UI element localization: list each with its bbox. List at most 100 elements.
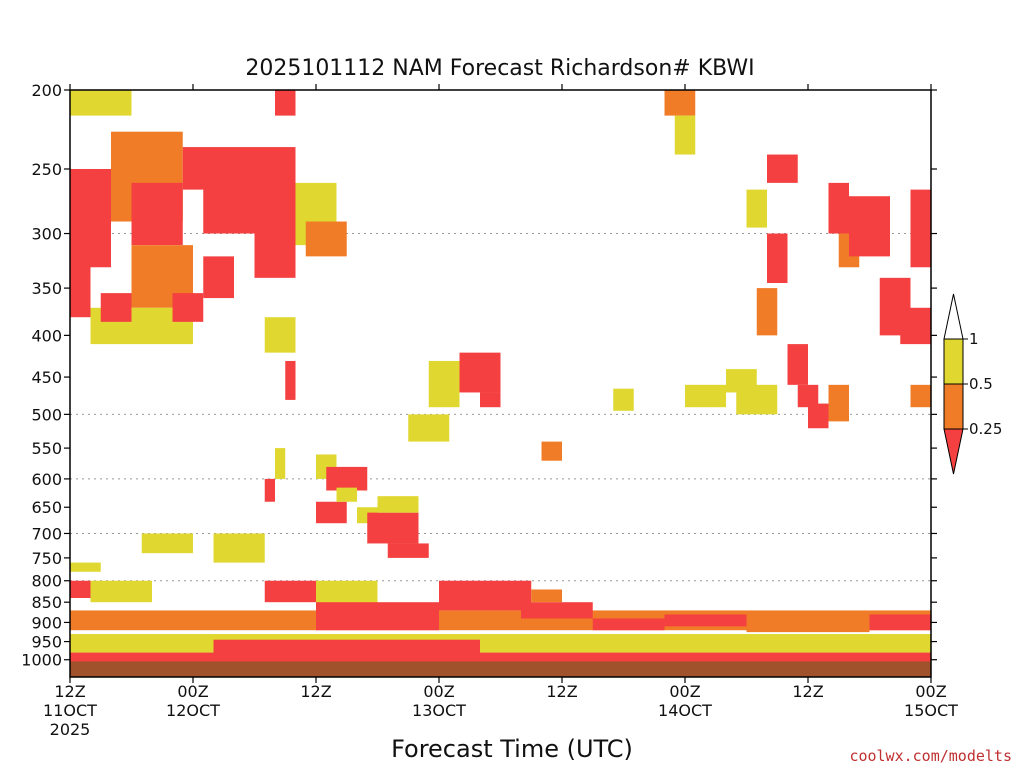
x-tick-label-60-line2: 14OCT — [658, 701, 712, 720]
ri-cell-60 — [316, 580, 378, 607]
ri-cell-31 — [480, 392, 501, 408]
ri-cell-19 — [275, 448, 286, 479]
x-tick-label-0-line3: 2025 — [50, 720, 91, 739]
ri-cell-23 — [336, 487, 357, 502]
ri-cell-33 — [613, 388, 634, 411]
ri-cell-11 — [203, 256, 234, 299]
ri-cell-36 — [685, 384, 726, 408]
ri-cell-65 — [521, 602, 593, 619]
y-tick-label-600: 600 — [31, 470, 62, 489]
ri-cell-13 — [275, 90, 296, 116]
ri-cell-38 — [736, 384, 778, 415]
colorbar-bin-below-0.25 — [943, 428, 964, 475]
ri-cell-68 — [664, 614, 747, 627]
y-tick-label-200: 200 — [31, 81, 62, 100]
y-tick-label-650: 650 — [31, 498, 62, 517]
ri-cell-18 — [264, 478, 275, 502]
plot-frame — [69, 89, 932, 678]
colorbar-bin-0.5-1 — [943, 338, 964, 385]
y-tick-label-300: 300 — [31, 225, 62, 244]
ri-cell-32 — [541, 441, 562, 461]
colorbar-label-0.25: 0.25 — [969, 420, 1002, 438]
ri-cell-58 — [213, 533, 265, 563]
x-axis-title: Forecast Time (UTC) — [391, 735, 633, 763]
x-tick-label-0-line1: 12Z — [54, 682, 85, 701]
x-tick-label-0-line2: 11OCT — [43, 701, 97, 720]
y-tick-label-900: 900 — [31, 613, 62, 632]
ri-cell-72 — [213, 639, 480, 660]
y-tick-label-550: 550 — [31, 439, 62, 458]
ri-cell-28 — [408, 414, 450, 442]
ri-cell-27 — [377, 496, 419, 513]
x-tick-label-36-line2: 13OCT — [412, 701, 466, 720]
x-tick-label-60-line1: 00Z — [669, 682, 700, 701]
x-tick-label-12-line1: 00Z — [177, 682, 208, 701]
ground-below-surface — [70, 661, 931, 677]
y-tick-label-250: 250 — [31, 160, 62, 179]
y-tick-label-450: 450 — [31, 368, 62, 387]
ri-cell-45 — [808, 403, 829, 429]
ri-cell-8 — [172, 293, 204, 322]
ri-cell-66 — [531, 589, 562, 603]
y-axis: 200 250 300 350 400 450 500 550 600 650 700 750 800 8… — [21, 81, 937, 670]
chart-title: 2025101112 NAM Forecast Richardson# KBWI — [245, 56, 754, 81]
y-tick-label-850: 850 — [31, 593, 62, 612]
y-tick-label-1000: 1000 — [21, 651, 62, 670]
ri-cell-70 — [869, 614, 931, 631]
ri-cell-16 — [264, 317, 296, 353]
colorbar-label-0.5: 0.5 — [969, 375, 993, 393]
ri-cells — [70, 90, 931, 667]
ri-cell-25 — [367, 512, 419, 544]
x-tick-label-24-line1: 12Z — [300, 682, 331, 701]
ri-cell-59 — [264, 580, 316, 603]
ri-cell-39 — [746, 189, 767, 228]
ri-cell-29 — [428, 360, 460, 408]
colorbar-label-1: 1 — [969, 330, 979, 348]
ri-cell-55 — [70, 580, 91, 599]
ground-layer — [70, 661, 931, 677]
y-tick-label-700: 700 — [31, 524, 62, 543]
y-tick-label-950: 950 — [31, 633, 62, 652]
ri-cell-46 — [828, 182, 849, 234]
ri-cell-30 — [459, 352, 501, 393]
ri-cell-22 — [316, 501, 347, 524]
ri-cell-40 — [756, 288, 778, 336]
ri-cell-52 — [900, 307, 931, 345]
ri-cell-63 — [316, 602, 439, 631]
ri-cell-4 — [131, 182, 183, 246]
ri-cell-15 — [305, 221, 347, 257]
ri-cell-35 — [674, 115, 696, 155]
ri-cell-48 — [828, 384, 849, 422]
ri-cell-61 — [70, 634, 931, 653]
ri-cell-21 — [326, 466, 368, 491]
y-tick-label-500: 500 — [31, 405, 62, 424]
ri-cell-41 — [767, 154, 798, 183]
y-tick-label-800: 800 — [31, 572, 62, 591]
credit-text: coolwx.com/modelts — [849, 747, 1012, 765]
y-tick-label-750: 750 — [31, 549, 62, 568]
ri-cell-0 — [70, 90, 132, 116]
ri-cell-57 — [141, 533, 193, 554]
ri-cell-44 — [797, 384, 819, 408]
y-tick-label-400: 400 — [31, 326, 62, 345]
x-tick-label-12-line2: 12OCT — [166, 701, 220, 720]
colorbar-bin-0.25-0.5 — [943, 383, 964, 430]
ri-cell-12 — [254, 147, 296, 278]
ri-cell-67 — [592, 618, 665, 631]
y-tick-label-350: 350 — [31, 279, 62, 298]
ri-cell-69 — [746, 620, 870, 633]
x-tick-label-72-line1: 12Z — [792, 682, 823, 701]
colorbar-legend: 1 0.5 0.25 — [943, 293, 1002, 475]
ri-cell-34 — [664, 90, 696, 116]
x-tick-label-84-line2: 15OCT — [904, 701, 958, 720]
ri-cell-53 — [910, 384, 931, 408]
ri-cell-7 — [100, 293, 132, 322]
ri-cell-17 — [285, 360, 296, 400]
ri-cell-43 — [787, 344, 808, 385]
ri-cell-2 — [80, 168, 111, 268]
ri-cell-56 — [90, 580, 152, 603]
x-tick-label-48-line1: 12Z — [546, 682, 577, 701]
ri-cell-26 — [387, 543, 429, 558]
ri-cell-54 — [70, 562, 101, 572]
